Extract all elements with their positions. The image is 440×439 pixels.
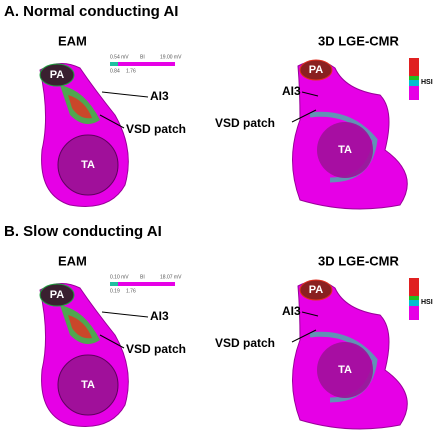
callout [101,91,149,98]
callout [99,114,125,129]
callout [99,334,125,349]
callout [291,329,317,343]
scale-label: 1.76 [126,68,136,74]
callout-label: AI3 [150,89,169,103]
scale-label: 0.84 [110,68,120,74]
pa-label: PA [309,284,324,296]
callout [291,109,317,123]
scale-bar [110,282,175,286]
panel-title: A. Normal conducting AI [4,3,178,20]
legend-bar [409,86,419,100]
ta [57,354,119,416]
scale-bar-low [110,62,118,66]
ta-label: TA [338,364,352,376]
callout-label: AI3 [150,309,169,323]
scale-label: 0.10 mV [110,274,129,280]
legend-bar [409,58,419,76]
legend-label: HSI [421,79,433,86]
ta-label: TA [338,144,352,156]
pa-label: PA [309,64,324,76]
scale-bar-low [110,282,118,286]
scale-bar [110,62,175,66]
scale-label: 1.76 [126,288,136,294]
view-title: 3D LGE-CMR [318,33,400,48]
legend-bar [409,306,419,320]
callout [301,91,319,97]
legend-bar [409,300,419,306]
view-title: 3D LGE-CMR [318,253,400,268]
legend-bar [409,80,419,86]
ta-label: TA [81,159,95,171]
ta [317,342,373,398]
callout-label: AI3 [282,304,301,318]
legend-bar [409,76,419,80]
ta [317,122,373,178]
view-title: EAM [58,33,87,48]
pa [39,63,75,87]
scale-label: 19.00 mV [160,54,182,60]
panel-title: B. Slow conducting AI [4,223,162,240]
view-title: EAM [58,253,87,268]
callout-label: VSD patch [215,336,275,350]
callout-label: VSD patch [126,342,186,356]
callout [101,311,149,318]
legend-label: HSI [421,299,433,306]
pa-label: PA [50,289,65,301]
ta [57,134,119,196]
ta-label: TA [81,379,95,391]
callout [301,311,319,317]
eam-core [68,95,92,119]
pa [299,59,333,81]
pa [39,283,75,307]
legend-bar [409,278,419,296]
scale-label: 0.54 mV [110,54,129,60]
scale-label: BI [140,274,145,280]
scale-label: 0.19 [110,288,120,294]
scale-label: BI [140,54,145,60]
eam-core [68,315,92,339]
callout-label: VSD patch [215,116,275,130]
pa [299,279,333,301]
scale-label: 18.07 mV [160,274,182,280]
pa-label: PA [50,69,65,81]
legend-bar [409,296,419,300]
callout-label: VSD patch [126,122,186,136]
callout-label: AI3 [282,84,301,98]
